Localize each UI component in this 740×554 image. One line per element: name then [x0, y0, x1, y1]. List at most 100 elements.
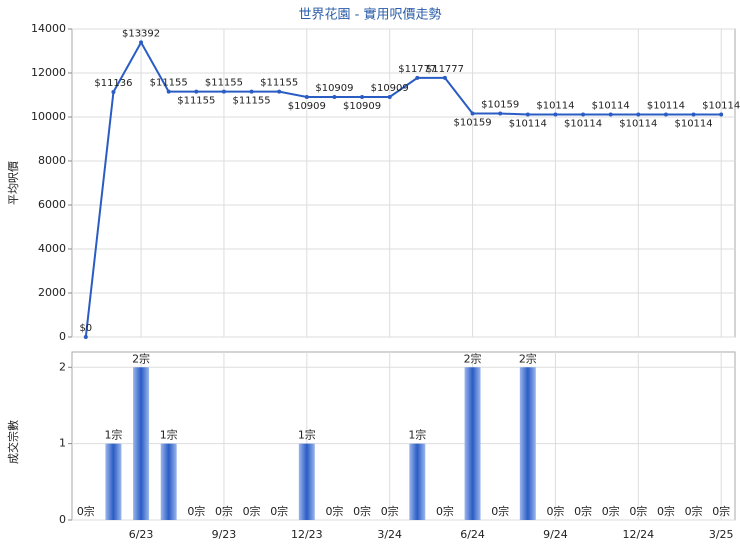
x-tick-label: 12/23: [291, 528, 323, 541]
data-label: $10114: [592, 100, 630, 111]
y-tick-label: 10000: [31, 110, 66, 123]
data-label: $11777: [426, 64, 464, 75]
point: [249, 89, 254, 94]
y-tick-label: 4000: [38, 242, 66, 255]
point: [553, 112, 558, 117]
data-label: $11136: [94, 78, 132, 89]
x-tick-label: 6/23: [129, 528, 154, 541]
point: [111, 90, 116, 95]
data-label: 0宗: [353, 504, 371, 518]
data-label: $0: [79, 323, 92, 334]
data-label: $11155: [205, 78, 243, 89]
data-label: 0宗: [491, 504, 509, 518]
line: [84, 40, 722, 338]
chart-title: 世界花園 - 實用呎價走勢: [299, 7, 442, 23]
data-label: $10909: [288, 101, 326, 112]
y-tick-label: 12000: [31, 66, 66, 79]
data-label: 0宗: [325, 504, 343, 518]
bar: [105, 443, 122, 520]
y-tick-label: 14000: [31, 22, 66, 35]
x-tick-label: 3/25: [709, 528, 734, 541]
data-label: 0宗: [243, 504, 261, 518]
point: [636, 112, 641, 117]
point: [470, 111, 475, 116]
x-tick-label: 12/24: [622, 528, 654, 541]
y-tick-label: 6000: [38, 198, 66, 211]
data-label: 0宗: [215, 504, 233, 518]
x-tick-label: 9/24: [543, 528, 568, 541]
data-label: $10909: [343, 101, 381, 112]
y-axis-label: 成交宗數: [6, 420, 20, 464]
data-label: 0宗: [187, 504, 205, 518]
data-label: 0宗: [602, 504, 620, 518]
data-label: 1宗: [408, 428, 426, 442]
data-label: $10159: [453, 118, 491, 129]
y-tick-label: 8000: [38, 154, 66, 167]
data-label: $10114: [564, 118, 602, 129]
point: [663, 112, 668, 117]
point: [387, 95, 392, 100]
data-label: $10159: [481, 100, 519, 111]
data-label: 0宗: [712, 504, 730, 518]
data-label: $10909: [371, 83, 409, 94]
point: [360, 95, 365, 100]
point: [608, 112, 613, 117]
x-tick-label: 3/24: [377, 528, 402, 541]
plot-frame: [71, 28, 736, 338]
point: [442, 75, 447, 80]
data-label: $11155: [177, 96, 215, 107]
point: [525, 112, 530, 117]
data-label: 0宗: [77, 504, 95, 518]
point: [304, 95, 309, 100]
y-tick-label: 0: [59, 330, 66, 343]
point: [194, 89, 199, 94]
x-tick-label: 6/24: [460, 528, 485, 541]
data-label: 0宗: [436, 504, 454, 518]
y-tick-label: 1: [59, 437, 66, 450]
bar: [464, 367, 481, 520]
data-label: $10909: [315, 83, 353, 94]
point: [83, 335, 88, 339]
data-label: $11777: [398, 64, 436, 75]
data-label: $10114: [509, 118, 547, 129]
data-label: 0宗: [629, 504, 647, 518]
data-label: $11155: [150, 78, 188, 89]
bar: [160, 443, 177, 520]
bar: [133, 367, 150, 520]
data-label: $13392: [122, 28, 160, 39]
data-label: 1宗: [104, 428, 122, 442]
point: [332, 95, 337, 100]
data-label: 0宗: [685, 504, 703, 518]
y-tick-label: 2000: [38, 286, 66, 299]
data-label: $10114: [647, 100, 685, 111]
data-label: $10114: [619, 118, 657, 129]
y-tick-label: 2: [59, 360, 66, 373]
data-label: $10114: [702, 100, 740, 111]
point: [277, 89, 282, 94]
bar: [409, 443, 426, 520]
y-tick-label: 0: [59, 513, 66, 526]
point: [415, 75, 420, 80]
bar: [298, 443, 315, 520]
data-label: 0宗: [270, 504, 288, 518]
point: [581, 112, 586, 117]
point: [139, 40, 144, 45]
data-label: 1宗: [298, 428, 316, 442]
x-tick-label: 9/23: [212, 528, 237, 541]
data-label: 0宗: [574, 504, 592, 518]
point: [691, 112, 696, 117]
data-label: $11155: [260, 78, 298, 89]
point: [498, 111, 503, 116]
data-label: 2宗: [519, 351, 537, 365]
bar: [519, 367, 536, 520]
data-label: 0宗: [546, 504, 564, 518]
point: [719, 112, 724, 117]
data-label: $10114: [536, 100, 574, 111]
point: [221, 89, 226, 94]
y-axis-label: 平均呎價: [6, 161, 20, 205]
data-label: $10114: [674, 118, 712, 129]
data-label: 0宗: [381, 504, 399, 518]
data-label: 1宗: [160, 428, 178, 442]
data-label: 2宗: [464, 351, 482, 365]
